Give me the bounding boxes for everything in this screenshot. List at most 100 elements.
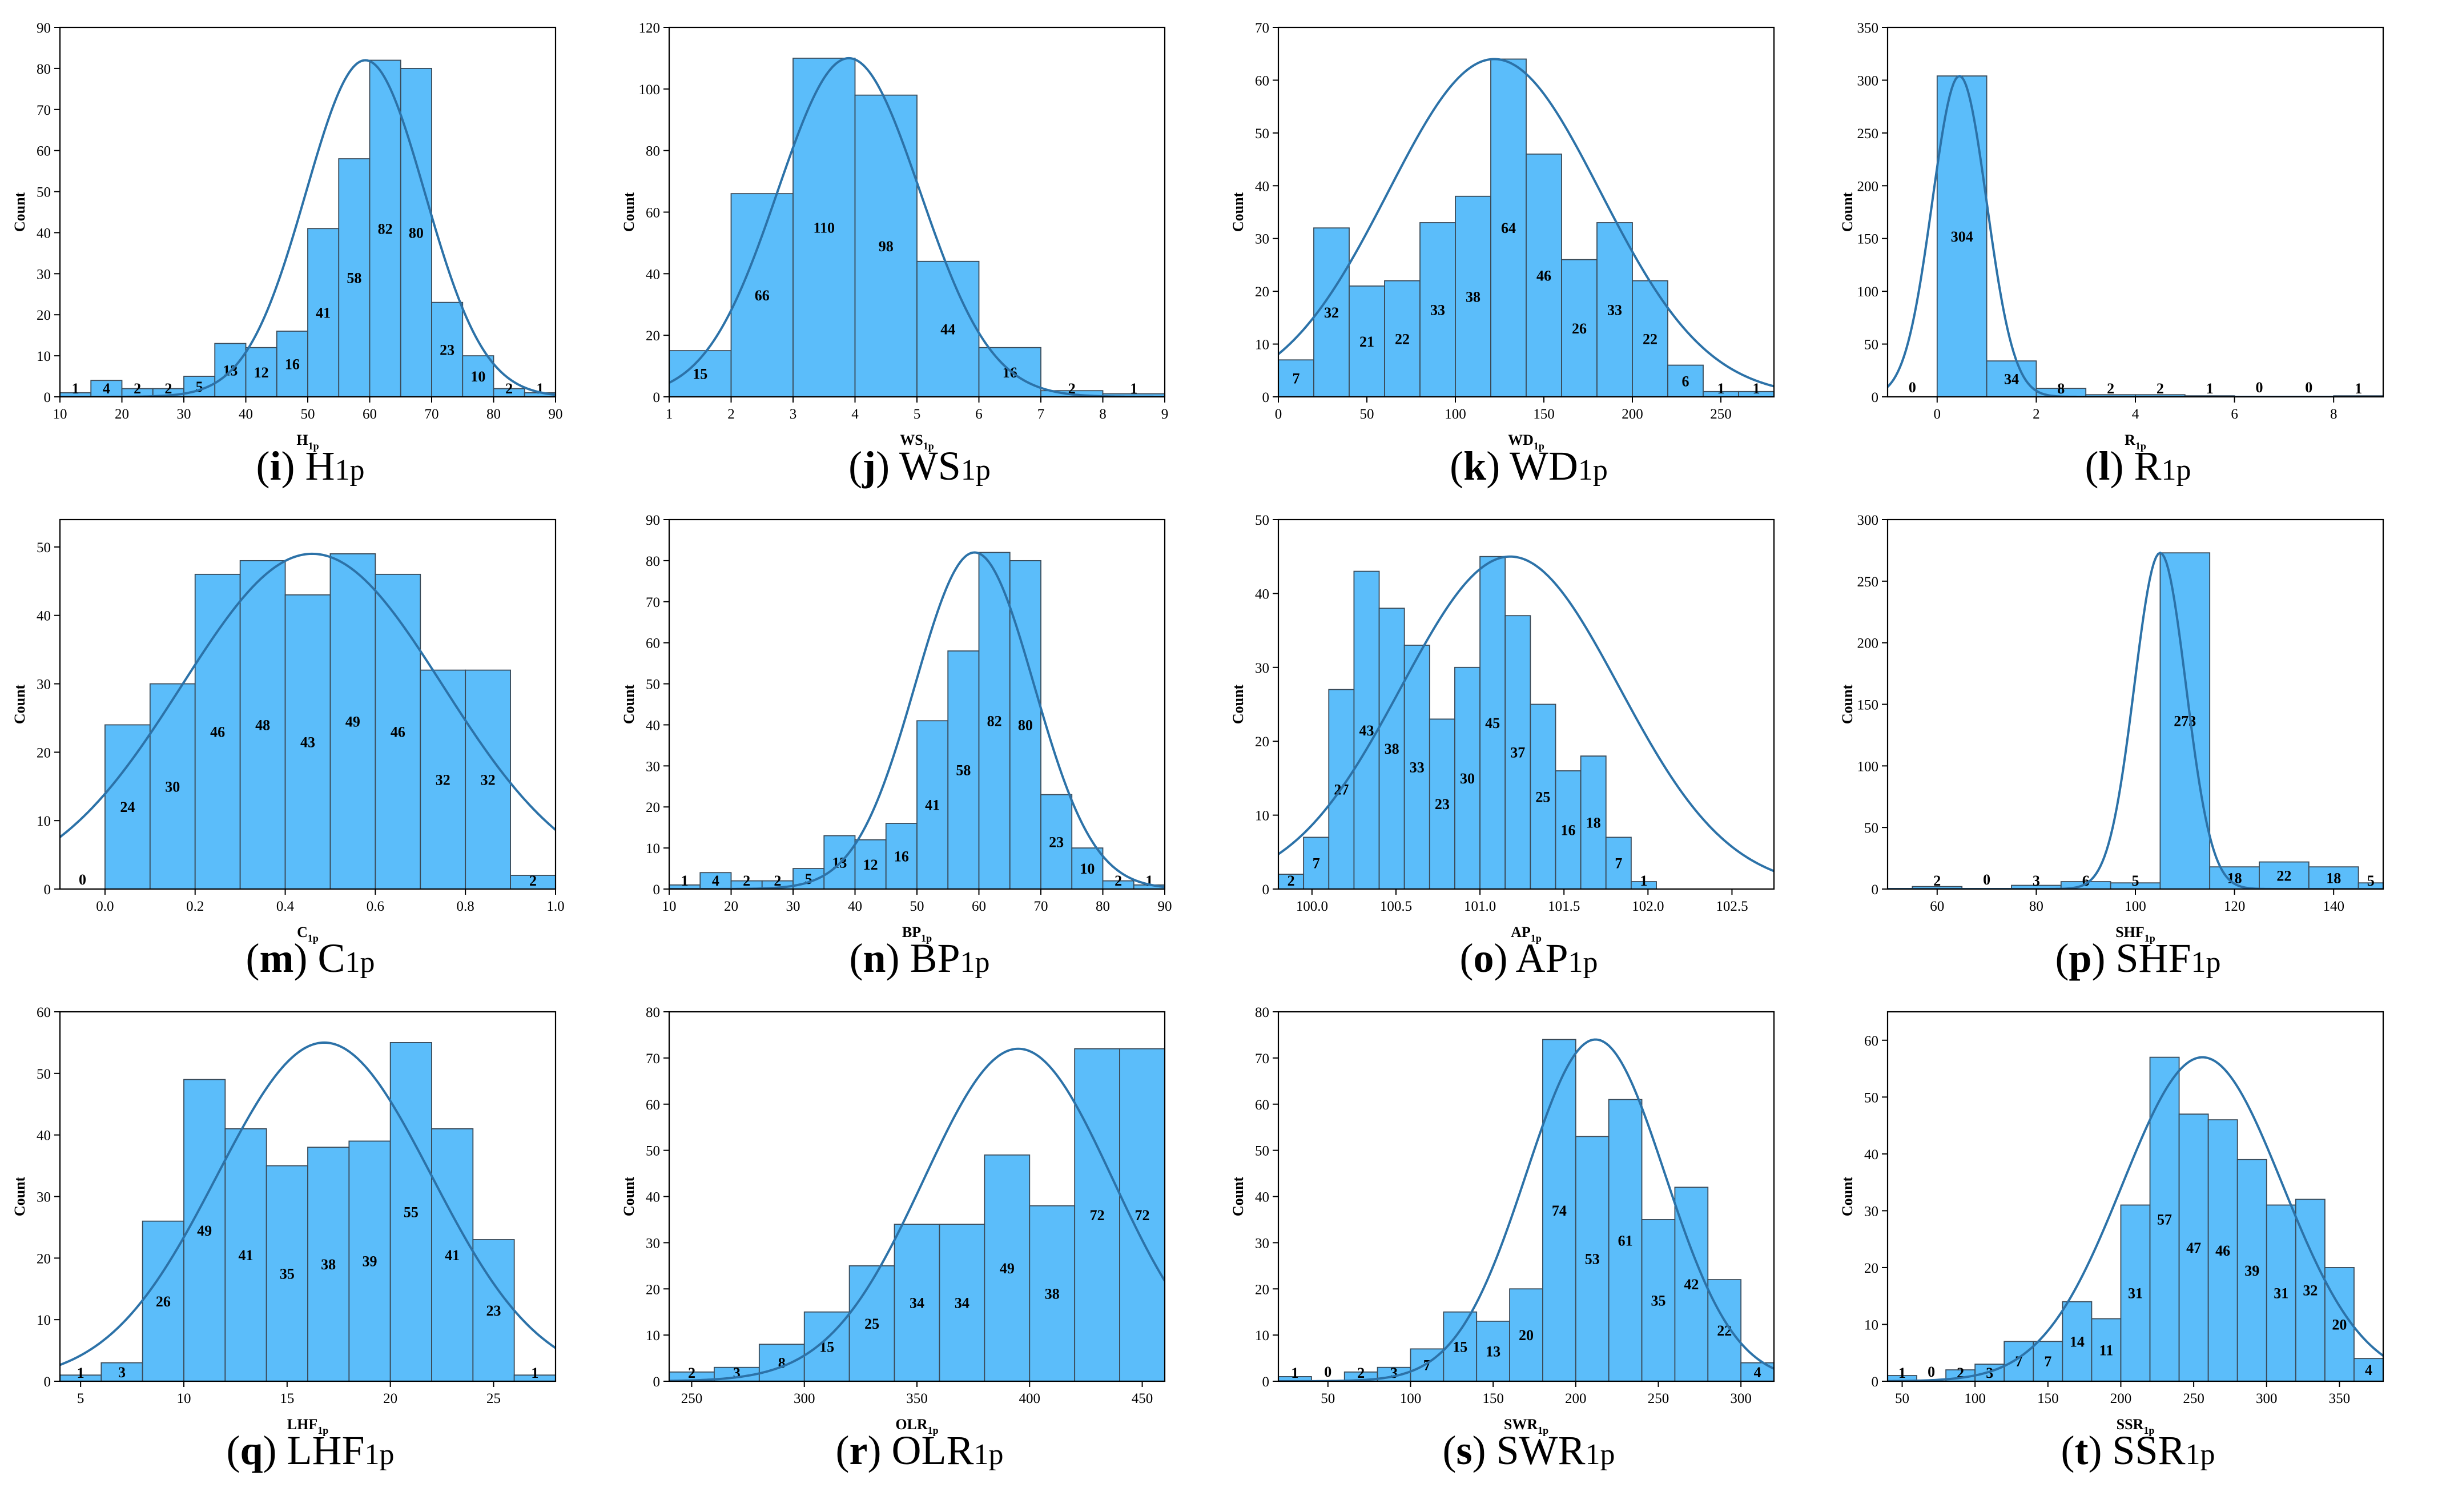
x-tick-label-o-2: 101.0 bbox=[1464, 899, 1496, 914]
bar-label-s-11: 35 bbox=[1651, 1292, 1665, 1309]
y-tick-label-n-0: 0 bbox=[653, 882, 661, 898]
caption-letter-k: k bbox=[1463, 443, 1487, 489]
caption-k: (k) WD1p bbox=[1450, 443, 1608, 489]
bar-label-m-0: 0 bbox=[79, 871, 86, 888]
bar-label-k-4: 33 bbox=[1430, 301, 1445, 318]
x-tick-label-j-6: 7 bbox=[1037, 407, 1045, 422]
y-tick-label-t-0: 0 bbox=[1872, 1374, 1879, 1390]
y-axis-title-r: Count bbox=[621, 1176, 637, 1216]
x-tick-label-q-3: 20 bbox=[383, 1391, 397, 1406]
bar-label-s-8: 74 bbox=[1552, 1203, 1567, 1219]
x-tick-label-j-5: 6 bbox=[975, 407, 983, 422]
bar-label-r-8: 38 bbox=[1045, 1285, 1060, 1302]
bar-s-6 bbox=[1476, 1320, 1510, 1382]
x-axis-title-l: R1p bbox=[2125, 432, 2146, 452]
normal-curve-j bbox=[669, 57, 1165, 397]
chart-panel-r: 2 3 8 15 25 34 34 49 38 72 72 0 10 20 30 40 50 60 70 80 250 3… bbox=[615, 990, 1224, 1482]
y-tick-label-k-1: 10 bbox=[1255, 337, 1269, 353]
bar-t-13 bbox=[2266, 1204, 2296, 1382]
bar-label-j-7: 1 bbox=[1130, 380, 1137, 397]
bar-label-l-0: 0 bbox=[1909, 379, 1916, 396]
bar-label-l-3: 8 bbox=[2057, 380, 2065, 397]
plot-frame-p bbox=[1886, 518, 2384, 890]
y-tick-label-o-1: 10 bbox=[1255, 809, 1269, 824]
y-tick-label-m-5: 50 bbox=[37, 540, 51, 556]
normal-curve-t bbox=[1888, 1056, 2383, 1381]
bar-label-o-10: 25 bbox=[1535, 789, 1550, 805]
bar-m-8 bbox=[420, 669, 466, 890]
bar-label-p-4: 5 bbox=[2132, 872, 2139, 889]
chart-panel-s: 1 0 2 3 7 15 13 20 74 53 61 35 42 22 4 0 10 20 30 40 50 60 70 8… bbox=[1224, 990, 1833, 1482]
y-tick-label-n-7: 70 bbox=[646, 595, 660, 610]
y-tick-label-r-2: 20 bbox=[646, 1282, 660, 1297]
x-tick-label-t-0: 50 bbox=[1895, 1391, 1909, 1406]
y-tick-label-q-0: 0 bbox=[44, 1374, 51, 1390]
y-tick-label-q-6: 60 bbox=[37, 1005, 51, 1020]
x-axis-title-s: SWR1p bbox=[1504, 1416, 1548, 1436]
bar-o-11 bbox=[1555, 770, 1582, 890]
bar-s-8 bbox=[1542, 1039, 1576, 1382]
x-tick-label-n-0: 10 bbox=[662, 899, 677, 914]
x-tick-label-o-3: 101.5 bbox=[1548, 899, 1580, 914]
y-tick-label-k-4: 40 bbox=[1255, 179, 1269, 194]
bar-label-t-10: 47 bbox=[2186, 1240, 2201, 1256]
bar-label-o-9: 37 bbox=[1510, 745, 1525, 761]
bar-label-i-7: 16 bbox=[285, 356, 300, 372]
x-tick-label-t-4: 250 bbox=[2183, 1391, 2204, 1406]
y-tick-label-l-6: 300 bbox=[1857, 73, 1879, 89]
y-tick-label-r-8: 80 bbox=[646, 1005, 660, 1020]
bar-label-s-9: 53 bbox=[1585, 1251, 1600, 1268]
bar-label-t-13: 31 bbox=[2274, 1285, 2288, 1302]
bar-label-k-2: 21 bbox=[1359, 333, 1374, 350]
bar-i-12 bbox=[431, 301, 464, 397]
caption-variable-m: C bbox=[317, 935, 345, 981]
bar-label-s-14: 4 bbox=[1754, 1364, 1761, 1381]
bar-label-k-12: 1 bbox=[1717, 380, 1725, 397]
x-tick-label-j-1: 2 bbox=[727, 407, 735, 422]
bar-label-k-3: 22 bbox=[1395, 331, 1410, 347]
y-tick-label-q-2: 20 bbox=[37, 1251, 51, 1266]
y-axis-title-j: Count bbox=[621, 192, 637, 232]
x-tick-label-k-0: 0 bbox=[1275, 407, 1282, 422]
bar-label-i-8: 41 bbox=[316, 305, 331, 321]
y-tick-label-q-4: 40 bbox=[37, 1128, 51, 1144]
plot-frame-t bbox=[1886, 1011, 2384, 1382]
bar-label-m-3: 46 bbox=[210, 723, 225, 740]
y-tick-label-i-6: 60 bbox=[37, 144, 51, 159]
x-tick-label-o-0: 100.0 bbox=[1296, 899, 1328, 914]
bar-label-l-2: 34 bbox=[2004, 371, 2019, 388]
bar-label-t-6: 14 bbox=[2070, 1333, 2085, 1350]
bar-k-11 bbox=[1667, 364, 1704, 397]
bar-label-o-3: 43 bbox=[1359, 722, 1374, 739]
y-tick-label-o-0: 0 bbox=[1262, 882, 1270, 898]
x-tick-label-n-7: 80 bbox=[1096, 899, 1110, 914]
bar-label-q-2: 26 bbox=[156, 1293, 171, 1310]
bar-label-r-1: 3 bbox=[733, 1365, 741, 1381]
bar-q-4 bbox=[224, 1128, 267, 1382]
bar-k-1 bbox=[1313, 227, 1350, 397]
chart-panel-o: 2 7 27 43 38 33 23 30 45 37 25 16 18 7 1 0 10 20 30 40 50 100… bbox=[1224, 498, 1833, 990]
bar-label-l-8: 0 bbox=[2305, 379, 2312, 396]
bar-n-9 bbox=[947, 650, 980, 890]
bar-label-n-15: 1 bbox=[1145, 872, 1153, 889]
x-tick-label-r-0: 250 bbox=[681, 1391, 703, 1406]
bar-label-i-4: 5 bbox=[196, 379, 203, 395]
bar-label-q-1: 3 bbox=[118, 1364, 126, 1381]
bar-label-m-1: 24 bbox=[120, 799, 135, 815]
bar-k-3 bbox=[1384, 280, 1421, 397]
bar-label-s-3: 3 bbox=[1390, 1365, 1398, 1381]
y-tick-label-m-4: 40 bbox=[37, 609, 51, 624]
x-tick-label-s-1: 100 bbox=[1400, 1391, 1422, 1406]
bar-k-8 bbox=[1561, 259, 1598, 397]
bar-label-s-6: 13 bbox=[1486, 1343, 1500, 1360]
bar-label-i-3: 2 bbox=[164, 380, 172, 397]
bar-label-r-3: 15 bbox=[819, 1338, 834, 1355]
y-tick-label-r-5: 50 bbox=[646, 1144, 660, 1159]
bar-label-i-14: 2 bbox=[505, 380, 513, 397]
bar-label-p-9: 5 bbox=[2367, 872, 2375, 889]
x-tick-label-q-1: 10 bbox=[177, 1391, 191, 1406]
bar-label-o-4: 38 bbox=[1385, 741, 1399, 757]
y-tick-label-s-2: 20 bbox=[1255, 1282, 1269, 1297]
